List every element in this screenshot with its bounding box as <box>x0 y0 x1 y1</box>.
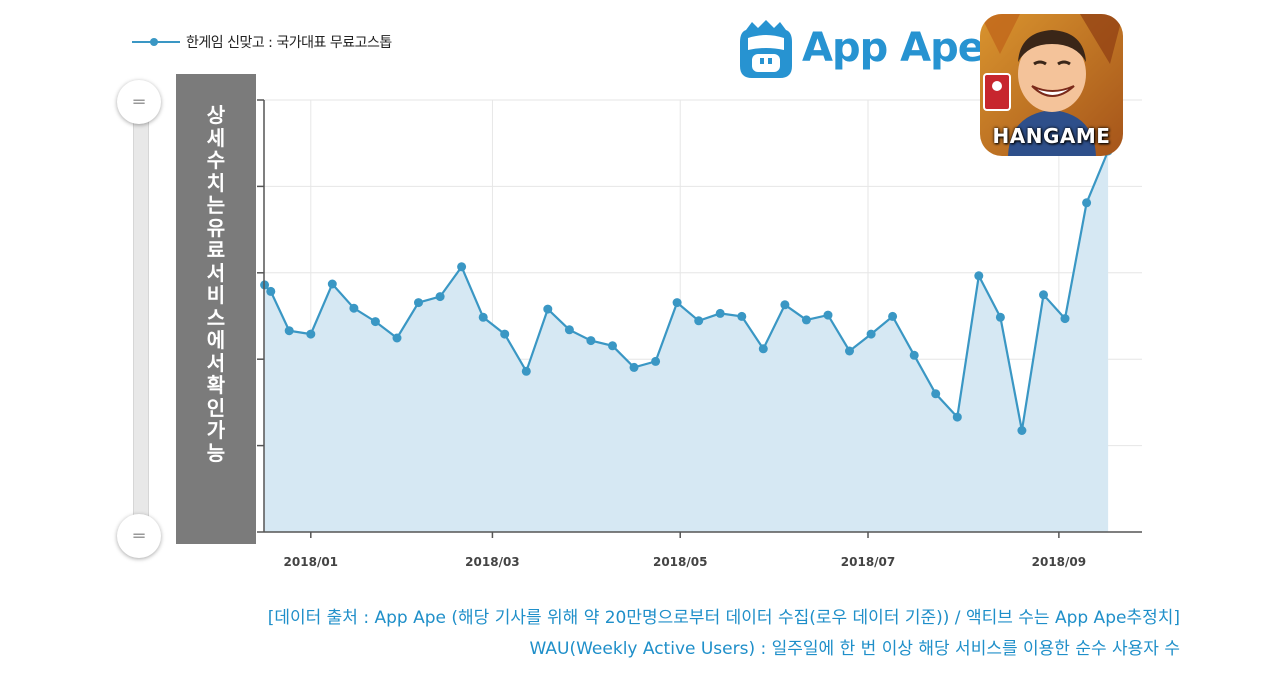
data-point <box>327 279 337 289</box>
legend-marker-icon <box>132 35 180 49</box>
data-point <box>586 336 596 346</box>
data-point <box>737 311 747 321</box>
data-point <box>672 298 682 308</box>
x-tick-label: 2018/03 <box>465 555 519 569</box>
data-point <box>823 310 833 320</box>
data-point <box>651 356 661 366</box>
data-point <box>457 262 467 272</box>
paywall-notice: 상세 수치는 유료 서비스에서 확인 가능 <box>206 103 226 465</box>
data-point <box>564 325 574 335</box>
data-point <box>500 329 510 339</box>
series-area <box>264 151 1109 532</box>
data-point <box>608 341 617 351</box>
data-point <box>392 333 402 343</box>
legend-series-label: 한게임 신맞고 : 국가대표 무료고스톱 <box>186 35 392 51</box>
x-tick-label: 2018/05 <box>653 555 707 569</box>
data-point <box>1060 314 1070 324</box>
data-point <box>801 315 811 325</box>
data-point <box>521 366 531 376</box>
data-point <box>715 308 725 318</box>
app-ape-logo: App Ape <box>738 16 985 80</box>
data-point <box>758 344 768 354</box>
x-tick-label: 2018/01 <box>284 555 338 569</box>
data-point <box>909 350 919 360</box>
hangame-app-icon: HANGAME <box>980 14 1123 156</box>
data-point <box>995 312 1005 322</box>
paywall-overlay: 상세 수치는 유료 서비스에서 확인 가능 <box>176 74 256 544</box>
range-slider-bottom-handle[interactable]: ═ <box>117 514 161 558</box>
data-point <box>284 326 294 336</box>
chart-legend: 한게임 신맞고 : 국가대표 무료고스톱 <box>132 32 392 52</box>
data-point <box>888 311 898 321</box>
hangame-character-image <box>980 14 1123 156</box>
data-point <box>952 412 962 422</box>
data-point <box>694 316 704 326</box>
data-point <box>845 346 854 356</box>
data-point <box>370 317 380 327</box>
data-point <box>780 300 790 310</box>
range-slider-track[interactable] <box>133 100 149 540</box>
wau-definition-caption: WAU(Weekly Active Users) : 일주일에 한 번 이상 해… <box>529 639 1180 659</box>
data-point <box>435 292 445 302</box>
data-point <box>349 303 359 313</box>
grip-icon: ═ <box>133 91 145 113</box>
data-point <box>478 312 488 322</box>
hangame-label: HANGAME <box>992 124 1111 148</box>
data-point <box>414 298 423 308</box>
data-point <box>866 329 876 339</box>
data-point <box>629 362 639 372</box>
data-point <box>931 389 941 399</box>
x-tick-label: 2018/07 <box>841 555 895 569</box>
monkey-face-icon <box>740 20 792 78</box>
data-point <box>1082 198 1092 208</box>
x-tick-label: 2018/09 <box>1032 555 1086 569</box>
data-point <box>306 329 316 339</box>
range-slider-top-handle[interactable]: ═ <box>117 80 161 124</box>
grip-icon: ═ <box>133 525 145 547</box>
data-point <box>1039 290 1048 300</box>
data-point <box>974 271 984 281</box>
data-point <box>543 304 553 314</box>
data-point <box>266 286 276 296</box>
data-point <box>1017 426 1027 435</box>
source-caption: [데이터 출처 : App Ape (해당 기사를 위해 약 20만명으로부터 … <box>267 608 1180 628</box>
logo-text: App Ape <box>802 25 985 71</box>
